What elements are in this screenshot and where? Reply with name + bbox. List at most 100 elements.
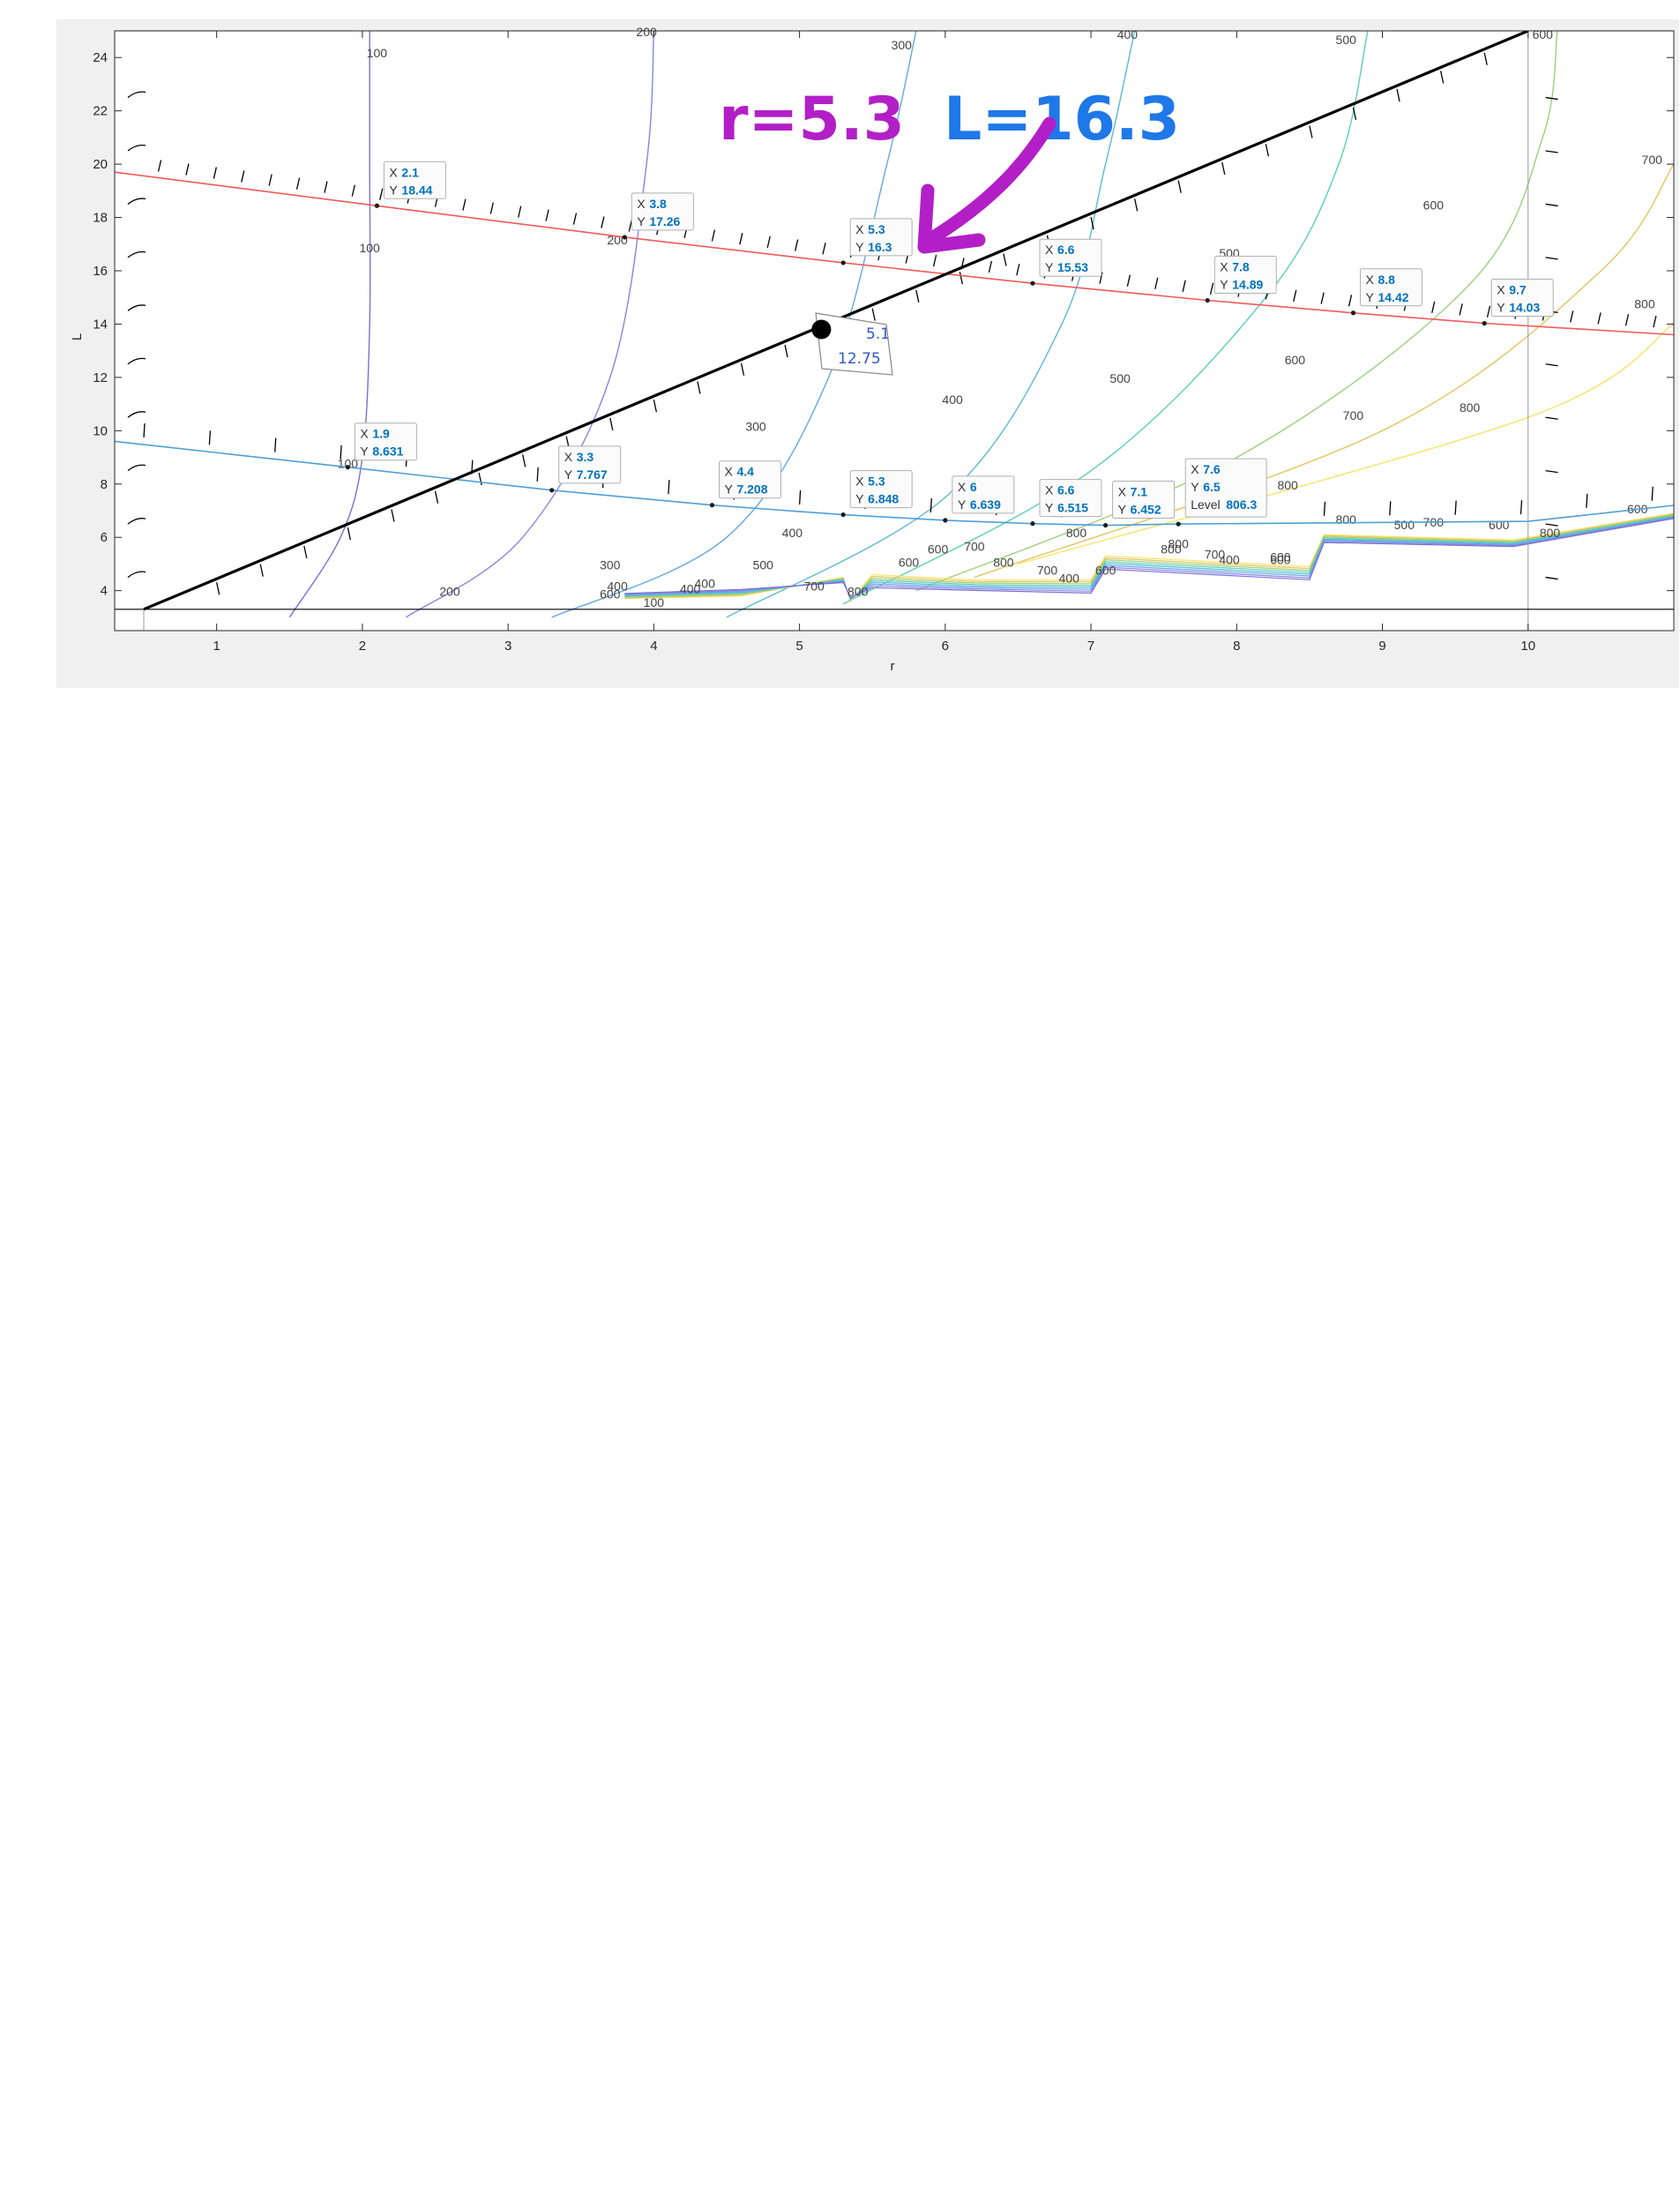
datatip[interactable]: X 8.8 Y 14.42	[1350, 268, 1422, 316]
datatip-key: Y	[389, 183, 398, 197]
hatch-mark	[1323, 501, 1326, 516]
hatch-mark	[601, 216, 605, 228]
contour-label: 400	[1219, 552, 1240, 566]
datatip-value: 16.3	[868, 240, 892, 254]
datatip[interactable]: X 5.3 Y 6.848	[840, 470, 913, 518]
edge-mark	[1545, 416, 1558, 420]
datatip-value: 6.848	[868, 492, 899, 506]
datatip[interactable]: X 1.9Y 8.631	[345, 422, 417, 470]
hatch-mark	[1016, 264, 1020, 276]
datatip[interactable]: X 3.8Y 17.26	[622, 192, 694, 240]
datatip[interactable]: X 6.6Y 6.515	[1030, 479, 1102, 527]
hatch-mark	[668, 480, 670, 495]
edge-mark	[127, 144, 146, 152]
hatch-mark	[522, 454, 526, 467]
datatip-box	[631, 192, 694, 231]
hatch-mark	[462, 198, 467, 211]
hatch-mark	[241, 170, 245, 183]
datatip-box	[718, 460, 781, 499]
datatip-marker	[840, 512, 846, 518]
hatch-mark	[1154, 277, 1159, 289]
datatip[interactable]: X 7.6 Y 6.5 Level 806.3	[1176, 458, 1267, 527]
note-y-value: 12.75	[838, 350, 881, 368]
contour-label: 400	[680, 582, 701, 596]
datatip-value: 14.42	[1378, 290, 1408, 304]
datatip[interactable]: X 7.1 Y 6.452	[1102, 481, 1176, 528]
datatip-key: Y	[564, 467, 573, 482]
contour-label: 700	[1343, 408, 1364, 422]
contour-600	[915, 31, 1558, 592]
contour-plot: 1001001002002002003003003004004004004005…	[56, 19, 1679, 688]
contour-label: 800	[1460, 400, 1481, 415]
hatch-mark	[1624, 314, 1630, 326]
hatch-mark	[1486, 305, 1491, 318]
contour-200	[406, 31, 655, 618]
contour-label: 700	[1205, 547, 1226, 561]
contour-label: 500	[1394, 518, 1415, 532]
datatip[interactable]: X 3.3 Y 7.767	[549, 445, 622, 493]
hatch-mark	[1320, 292, 1325, 304]
y-tick-label: 12	[93, 370, 108, 385]
edge-mark	[127, 464, 146, 472]
contour-label: 300	[600, 557, 621, 572]
datatip-value: 6.639	[970, 497, 1001, 512]
datatip-box	[1490, 279, 1554, 318]
contour-label: 800	[993, 555, 1014, 569]
datatip[interactable]: X 9.7 Y 14.03	[1482, 279, 1554, 326]
edge-mark	[1545, 96, 1558, 101]
y-tick-label: 16	[93, 264, 108, 279]
contour-label: 600	[600, 587, 621, 602]
datatip-key: Y	[1045, 260, 1054, 274]
y-tick-label: 24	[93, 50, 108, 65]
contour-step-line	[624, 518, 1674, 599]
axes-frame	[114, 30, 1675, 632]
contour-label: 600	[1285, 353, 1306, 367]
hatch-mark	[1570, 310, 1574, 323]
x-tick-label: 9	[1378, 639, 1385, 654]
datatip-key: Y	[637, 214, 646, 228]
axes-background	[115, 31, 1674, 631]
datatip[interactable]: X 7.8 Y 14.89	[1205, 256, 1277, 303]
datatip[interactable]: X 2.1Y 18.44	[374, 161, 446, 208]
hatch-mark	[379, 188, 384, 200]
datatip-key: X	[1365, 273, 1374, 287]
hatch-mark	[1209, 282, 1214, 295]
datatip-key: Y	[1191, 480, 1199, 494]
datatip-box	[558, 445, 622, 484]
datatip-value: 3.3	[577, 450, 594, 464]
hatch-mark	[213, 167, 217, 179]
datatip-value: 7.8	[1232, 260, 1250, 274]
datatip[interactable]: X 4.4Y 7.208	[709, 460, 781, 508]
hatch-mark	[697, 381, 701, 394]
datatip-value: 14.03	[1509, 301, 1540, 315]
contour-400	[726, 31, 1136, 618]
datatip-value: 15.53	[1057, 260, 1088, 274]
contour-500	[842, 31, 1369, 605]
contour-label: 300	[892, 38, 913, 52]
hatch-mark	[1182, 280, 1186, 292]
datatip-marker	[1102, 522, 1109, 528]
hatch-mark	[871, 308, 876, 321]
datatip-key: X	[1497, 283, 1505, 297]
datatip-marker	[549, 488, 555, 493]
datatip-value: 9.7	[1509, 283, 1527, 297]
hatch-mark	[434, 490, 439, 504]
datatip-key: Y	[958, 497, 967, 512]
x-tick-label: 2	[359, 639, 366, 654]
edge-mark	[1545, 150, 1558, 153]
datatip-value: 14.89	[1232, 278, 1263, 292]
contour-100	[288, 31, 371, 618]
datatip[interactable]: X 5.3 Y 16.3	[840, 218, 913, 265]
x-tick-label: 6	[942, 639, 949, 654]
y-tick-label: 10	[93, 423, 108, 438]
hatch-mark	[1265, 144, 1269, 157]
edge-mark	[1545, 203, 1558, 207]
contour-label: 800	[1169, 536, 1190, 550]
edge-mark	[127, 411, 146, 418]
datatip[interactable]: X 6.6Y 15.53	[1030, 238, 1102, 286]
datatip[interactable]: X 6Y 6.639	[943, 475, 1015, 523]
edge-mark	[127, 198, 146, 205]
contour-label: 400	[782, 526, 803, 540]
contour-label: 800	[1336, 512, 1357, 527]
hatch-mark	[609, 417, 614, 431]
